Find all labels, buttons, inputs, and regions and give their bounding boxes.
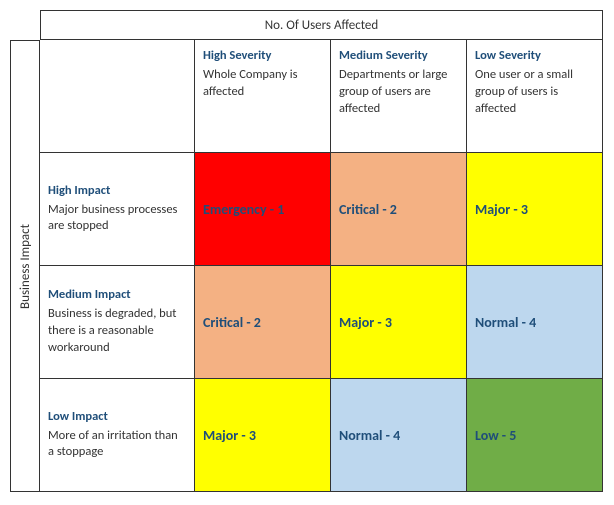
row-header-desc: Major business processes are stopped — [48, 202, 186, 236]
cell-major-3: Major - 3 — [467, 153, 603, 266]
col-header-desc: Whole Company is affected — [203, 67, 322, 101]
priority-matrix: CNS COMPLETE NETWORK SUPPORT No. Of User… — [10, 10, 604, 495]
cell-normal-4: Normal - 4 — [331, 379, 467, 492]
col-header-title: Medium Severity — [339, 48, 458, 65]
row-header-title: High Impact — [48, 183, 186, 200]
col-header-low-severity: Low Severity One user or a small group o… — [467, 40, 603, 153]
col-header-high-severity: High Severity Whole Company is affected — [195, 40, 331, 153]
row-header-desc: Business is degraded, but there is a rea… — [48, 306, 186, 357]
cell-major-3: Major - 3 — [195, 379, 331, 492]
row-header-medium-impact: Medium Impact Business is degraded, but … — [40, 266, 195, 379]
cell-critical-2: Critical - 2 — [331, 153, 467, 266]
cell-critical-2: Critical - 2 — [195, 266, 331, 379]
row-header-title: Medium Impact — [48, 287, 186, 304]
col-header-desc: One user or a small group of users is af… — [475, 67, 594, 118]
matrix-grid: No. Of Users Affected Business Impact Hi… — [10, 10, 603, 492]
row-header-high-impact: High Impact Major business processes are… — [40, 153, 195, 266]
row-header-title: Low Impact — [48, 409, 186, 426]
col-header-title: High Severity — [203, 48, 322, 65]
rows-axis-text: Business Impact — [18, 224, 33, 309]
cell-emergency-1: Emergency - 1 — [195, 153, 331, 266]
col-header-medium-severity: Medium Severity Departments or large gro… — [331, 40, 467, 153]
col-header-title: Low Severity — [475, 48, 594, 65]
rows-axis-label: Business Impact — [10, 40, 40, 492]
row-header-desc: More of an irritation than a stoppage — [48, 428, 186, 462]
cell-major-3: Major - 3 — [331, 266, 467, 379]
columns-axis-label: No. Of Users Affected — [40, 10, 603, 40]
row-header-low-impact: Low Impact More of an irritation than a … — [40, 379, 195, 492]
cell-normal-4: Normal - 4 — [467, 266, 603, 379]
col-header-desc: Departments or large group of users are … — [339, 67, 458, 118]
header-blank-corner — [40, 40, 195, 153]
corner-blank-top-left — [10, 10, 40, 40]
cell-low-5: Low - 5 — [467, 379, 603, 492]
